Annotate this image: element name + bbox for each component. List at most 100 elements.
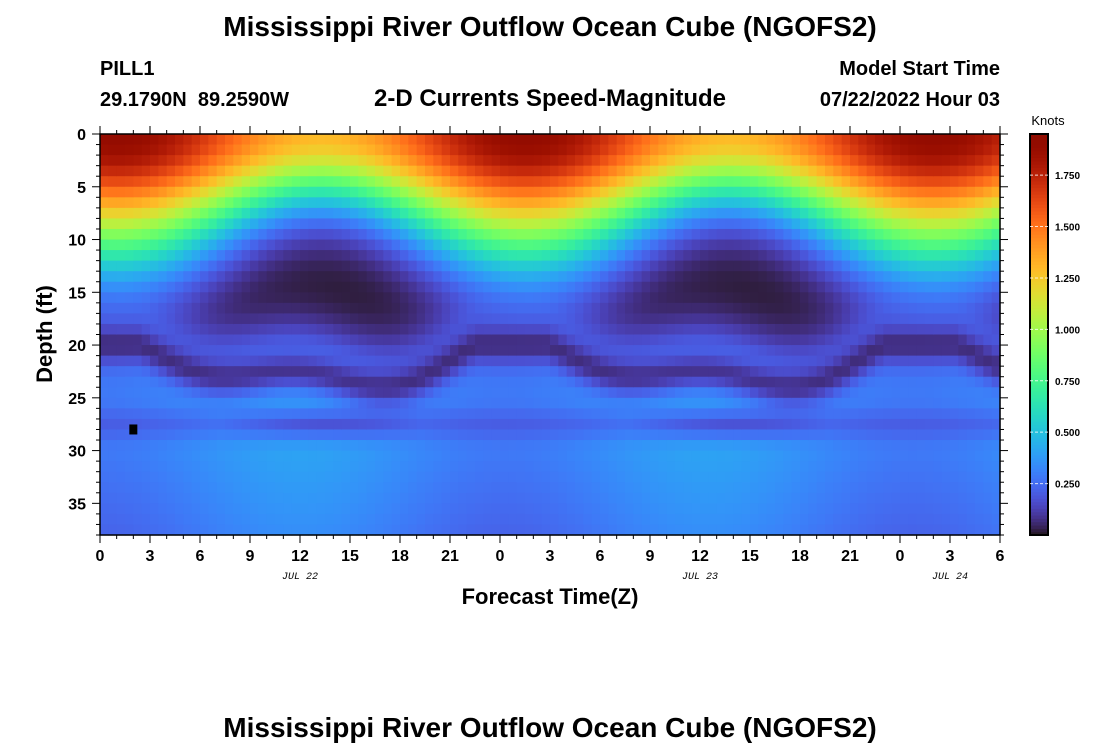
heatmap-cell xyxy=(391,461,401,473)
heatmap-cell xyxy=(858,492,868,504)
heatmap-cell xyxy=(975,313,984,325)
heatmap-cell xyxy=(783,440,793,452)
colorbar-segment xyxy=(1030,421,1048,426)
heatmap-cell xyxy=(216,513,226,526)
heatmap-cell xyxy=(441,461,451,473)
heatmap-cell xyxy=(625,376,634,388)
heatmap-cell xyxy=(741,228,751,241)
heatmap-cell xyxy=(200,271,209,283)
colorbar-segment xyxy=(1030,508,1048,513)
heatmap-cell xyxy=(458,239,468,251)
heatmap-cell xyxy=(616,302,626,314)
heatmap-cell xyxy=(691,218,701,230)
heatmap-cell xyxy=(900,228,909,241)
heatmap-cell xyxy=(291,376,301,388)
heatmap-cell xyxy=(158,155,168,167)
heatmap-cell xyxy=(225,376,234,388)
heatmap-cell xyxy=(758,503,768,515)
heatmap-cell xyxy=(266,313,276,325)
heatmap-cell xyxy=(950,260,959,272)
heatmap-cell xyxy=(858,450,868,462)
heatmap-cell xyxy=(591,334,601,346)
heatmap-cell xyxy=(416,387,426,399)
heatmap-cell xyxy=(483,429,493,441)
heatmap-cell xyxy=(300,260,309,272)
heatmap-cell xyxy=(225,418,234,431)
heatmap-cell xyxy=(691,345,701,357)
heatmap-cell xyxy=(175,503,184,515)
colorbar-segment xyxy=(1030,371,1048,376)
heatmap-cell xyxy=(358,429,368,441)
heatmap-cell xyxy=(966,134,976,146)
heatmap-cell xyxy=(116,513,126,526)
heatmap-cell xyxy=(491,450,501,462)
heatmap-cell xyxy=(758,165,768,177)
heatmap-cell xyxy=(683,492,693,504)
colorbar-tick-label: 1.250 xyxy=(1055,274,1080,285)
heatmap-cell xyxy=(475,239,484,251)
heatmap-cell xyxy=(716,144,726,156)
heatmap-cell xyxy=(633,376,643,388)
heatmap-cell xyxy=(383,218,393,230)
heatmap-cell xyxy=(883,260,893,272)
heatmap-cell xyxy=(808,355,818,367)
heatmap-cell xyxy=(291,271,301,283)
heatmap-cell xyxy=(141,218,151,230)
heatmap-cell xyxy=(741,429,751,441)
heatmap-cell xyxy=(316,302,326,314)
heatmap-cell xyxy=(683,503,693,515)
heatmap-cell xyxy=(925,408,934,420)
heatmap-cell xyxy=(700,366,709,378)
heatmap-cell xyxy=(208,524,218,536)
heatmap-cell xyxy=(508,323,518,336)
heatmap-cell xyxy=(775,492,784,504)
heatmap-cell xyxy=(325,134,334,146)
heatmap-cell xyxy=(891,165,901,177)
heatmap-cell xyxy=(283,418,293,431)
heatmap-cell xyxy=(200,334,209,346)
heatmap-cell xyxy=(533,492,543,504)
heatmap-cell xyxy=(625,186,634,198)
heatmap-cell xyxy=(475,345,484,357)
heatmap-cell xyxy=(700,323,709,336)
heatmap-cell xyxy=(866,218,876,230)
heatmap-cell xyxy=(583,207,593,220)
heatmap-cell xyxy=(566,271,576,283)
heatmap-cell xyxy=(858,440,868,452)
heatmap-cell xyxy=(433,397,443,409)
heatmap-cell xyxy=(366,503,376,515)
heatmap-cell xyxy=(350,503,359,515)
heatmap-cell xyxy=(475,323,484,336)
heatmap-cell xyxy=(166,186,176,198)
heatmap-cell xyxy=(175,345,184,357)
heatmap-cell xyxy=(425,155,434,167)
heatmap-cell xyxy=(650,165,659,177)
heatmap-cell xyxy=(616,176,626,188)
heatmap-cell xyxy=(358,513,368,526)
heatmap-cell xyxy=(283,323,293,336)
heatmap-cell xyxy=(558,144,568,156)
heatmap-cell xyxy=(341,281,351,293)
heatmap-cell xyxy=(175,144,184,156)
heatmap-cell xyxy=(458,471,468,483)
heatmap-cell xyxy=(333,355,343,367)
heatmap-cell xyxy=(183,418,193,431)
heatmap-cell xyxy=(125,313,134,325)
heatmap-cell xyxy=(900,313,909,325)
heatmap-cell xyxy=(991,482,1001,494)
heatmap-cell xyxy=(516,440,526,452)
heatmap-cell xyxy=(791,366,801,378)
heatmap-cell xyxy=(400,271,409,283)
heatmap-cell xyxy=(558,503,568,515)
heatmap-cell xyxy=(950,450,959,462)
heatmap-cell xyxy=(800,292,809,304)
colorbar-segment xyxy=(1030,458,1048,463)
colorbar-segment xyxy=(1030,237,1048,242)
heatmap-cell xyxy=(550,345,559,357)
heatmap-cell xyxy=(775,165,784,177)
heatmap-cell xyxy=(108,228,118,241)
heatmap-cell xyxy=(425,144,434,156)
heatmap-cell xyxy=(700,186,709,198)
colorbar-segment xyxy=(1030,364,1048,369)
heatmap-cell xyxy=(216,524,226,536)
